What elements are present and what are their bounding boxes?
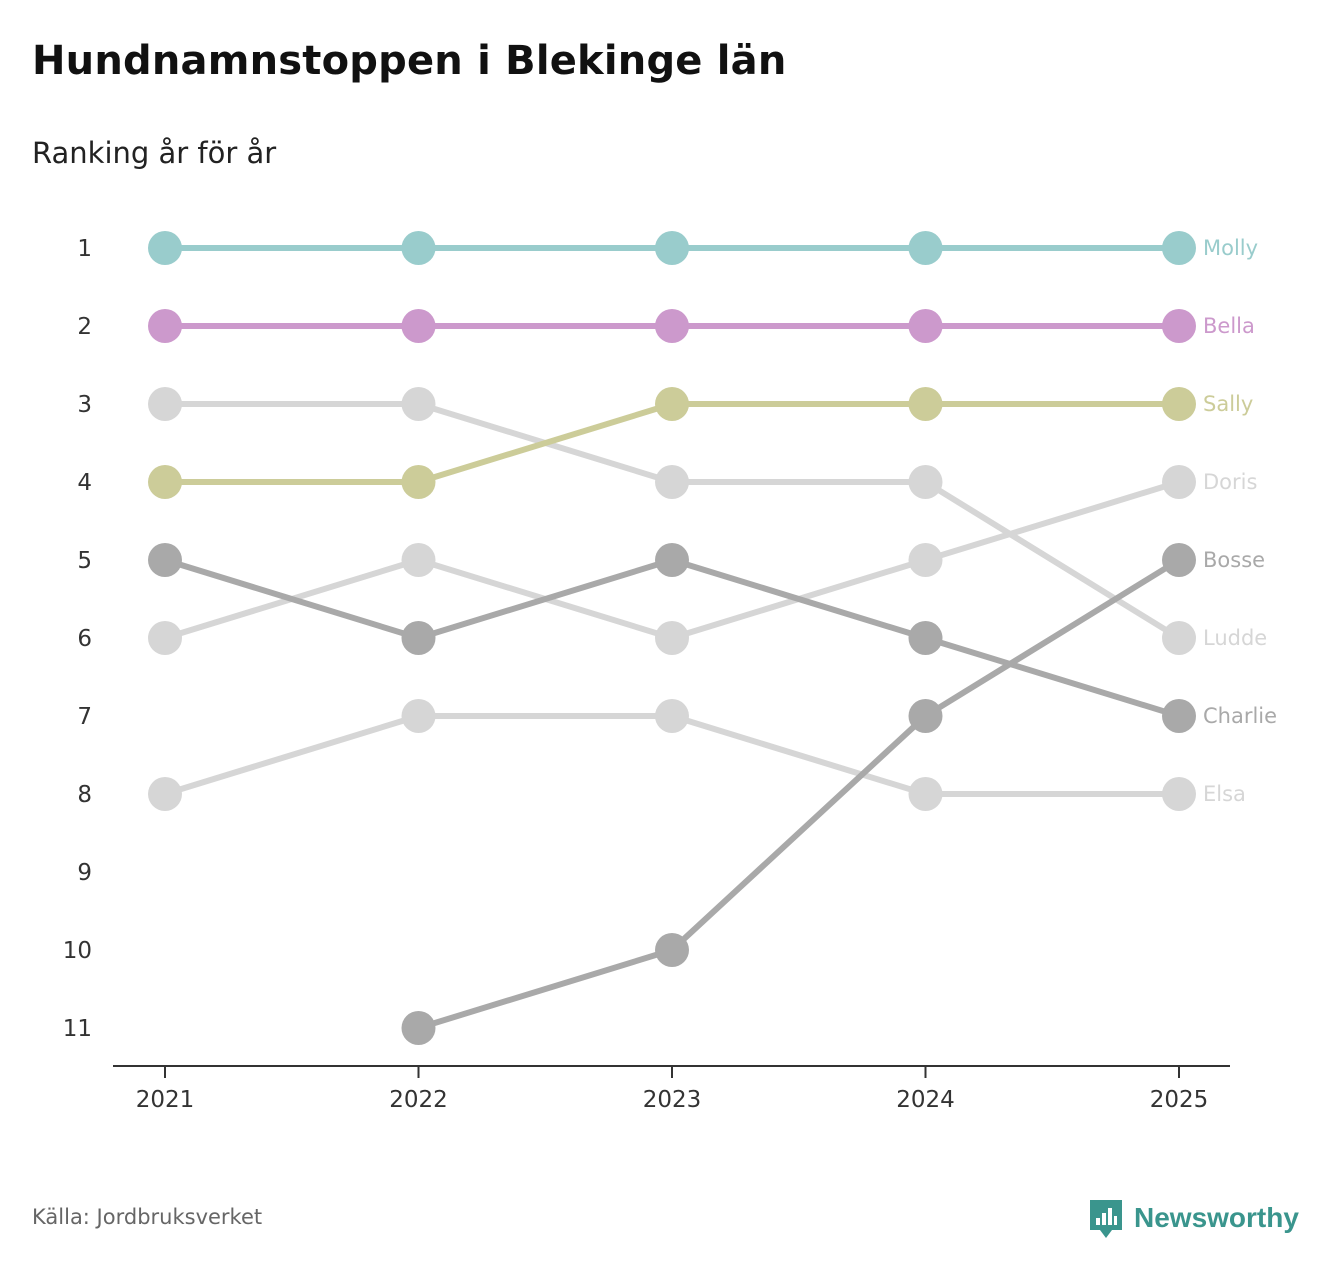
series-line-ludde <box>165 401 1181 641</box>
point-doris-2025 <box>1162 465 1196 499</box>
point-charlie-2025 <box>1162 699 1196 733</box>
point-bella-2025 <box>1162 309 1196 343</box>
x-tick-label: 2024 <box>896 1087 955 1113</box>
x-tick-label: 2022 <box>389 1087 448 1113</box>
point-sally-2023 <box>655 387 689 421</box>
y-tick-label: 2 <box>77 314 92 340</box>
newsworthy-logo: Newsworthy <box>1088 1196 1299 1240</box>
y-tick-label: 3 <box>77 392 92 418</box>
y-tick-label: 9 <box>77 860 92 886</box>
series-label-charlie: Charlie <box>1203 704 1277 728</box>
series-labels: Elsa Ludde Doris Charlie Bosse Sally Bella Moll… <box>1203 236 1277 806</box>
point-molly-2021 <box>148 231 182 265</box>
point-molly-2022 <box>401 231 436 265</box>
point-ludde-2024 <box>908 465 943 499</box>
x-tick-label: 2025 <box>1150 1087 1209 1113</box>
point-elsa-2022 <box>401 699 436 733</box>
x-axis: 2021 2022 2023 2024 2025 <box>136 1066 1209 1113</box>
y-tick-label: 8 <box>77 782 92 808</box>
point-charlie-2021 <box>148 543 182 577</box>
point-doris-2024 <box>908 543 943 577</box>
series-points <box>148 231 1196 1045</box>
y-tick-label: 6 <box>77 626 92 652</box>
point-molly-2025 <box>1162 231 1196 265</box>
x-tick-label: 2021 <box>136 1087 195 1113</box>
point-charlie-2024 <box>908 621 943 655</box>
point-doris-2023 <box>655 621 689 655</box>
point-bosse-2024 <box>908 699 943 733</box>
series-label-elsa: Elsa <box>1203 782 1246 806</box>
y-tick-label: 10 <box>63 938 92 964</box>
point-elsa-2023 <box>655 699 689 733</box>
source-note: Källa: Jordbruksverket <box>32 1205 263 1229</box>
point-charlie-2023 <box>655 543 689 577</box>
y-tick-label: 11 <box>63 1016 92 1042</box>
point-sally-2022 <box>401 465 436 499</box>
chart-subtitle: Ranking år för år <box>32 136 277 170</box>
point-bella-2023 <box>655 309 689 343</box>
point-bosse-2022 <box>401 1011 436 1045</box>
point-ludde-2025 <box>1162 621 1196 655</box>
x-tick-label: 2023 <box>643 1087 702 1113</box>
point-molly-2023 <box>655 231 689 265</box>
point-doris-2021 <box>148 621 182 655</box>
series-line-bosse <box>417 557 1181 1031</box>
point-sally-2024 <box>908 387 943 421</box>
point-ludde-2023 <box>655 465 689 499</box>
point-sally-2021 <box>148 465 182 499</box>
y-axis: 1 2 3 4 5 6 7 8 9 10 11 <box>63 236 92 1042</box>
point-charlie-2022 <box>401 621 436 655</box>
series-label-doris: Doris <box>1203 470 1257 494</box>
point-ludde-2022 <box>401 387 436 421</box>
chart-title: Hundnamnstoppen i Blekinge län <box>32 38 787 84</box>
point-sally-2025 <box>1162 387 1196 421</box>
y-tick-label: 4 <box>77 470 92 496</box>
y-tick-label: 1 <box>77 236 92 262</box>
y-tick-label: 5 <box>77 548 92 574</box>
point-bosse-2025 <box>1162 543 1196 577</box>
series-label-sally: Sally <box>1203 392 1253 416</box>
point-bella-2022 <box>401 309 436 343</box>
point-doris-2022 <box>401 543 436 577</box>
series-label-bella: Bella <box>1203 314 1255 338</box>
point-elsa-2025 <box>1162 777 1196 811</box>
point-bella-2021 <box>148 309 182 343</box>
point-bella-2024 <box>908 309 943 343</box>
point-bosse-2023 <box>655 933 689 967</box>
bar-chart-icon <box>1090 1200 1122 1238</box>
point-elsa-2021 <box>148 777 182 811</box>
series-label-bosse: Bosse <box>1203 548 1265 572</box>
point-elsa-2024 <box>908 777 943 811</box>
point-molly-2024 <box>908 231 943 265</box>
series-label-molly: Molly <box>1203 236 1258 260</box>
series-label-ludde: Ludde <box>1203 626 1267 650</box>
point-ludde-2021 <box>148 387 182 421</box>
brand-name: Newsworthy <box>1134 1202 1299 1233</box>
y-tick-label: 7 <box>77 704 92 730</box>
